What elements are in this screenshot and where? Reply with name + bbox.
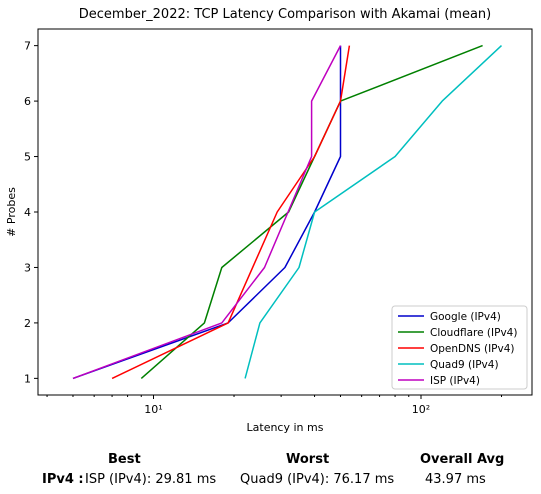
x-axis: 10¹ 10² — [46, 395, 503, 416]
series-line-4 — [244, 45, 503, 379]
y-tick-label: 4 — [24, 206, 31, 219]
y-axis-label: # Probes — [5, 187, 18, 237]
series-line-3 — [111, 45, 351, 380]
series-line-5 — [72, 45, 342, 380]
y-axis: 1 2 3 4 5 6 7 — [24, 40, 38, 385]
chart-title: December_2022: TCP Latency Comparison wi… — [79, 7, 491, 22]
worst-header: Worst — [286, 452, 330, 467]
x-tick-label: 10¹ — [144, 403, 162, 416]
overall-avg-header: Overall Avg — [420, 452, 505, 467]
series-lines — [72, 44, 503, 380]
x-axis-label: Latency in ms — [247, 421, 324, 434]
y-tick-label: 1 — [24, 372, 31, 385]
legend: Google (IPv4) Cloudflare (IPv4) OpenDNS (I… — [391, 305, 528, 390]
legend-box — [391, 305, 528, 390]
best-value: ISP (IPv4): 29.81 ms — [85, 472, 217, 487]
series-line-1 — [72, 45, 342, 380]
y-tick-label: 2 — [24, 317, 31, 330]
overall-avg-value: 43.97 ms — [425, 472, 486, 487]
worst-value: Quad9 (IPv4): 76.17 ms — [240, 472, 395, 487]
y-tick-label: 7 — [24, 40, 31, 53]
legend-label-3: OpenDNS (IPv4) — [430, 343, 515, 355]
legend-label-5: ISP (IPv4) — [430, 375, 480, 387]
y-tick-label: 5 — [24, 151, 31, 164]
y-tick-label: 3 — [24, 261, 31, 274]
x-tick-label: 10² — [412, 403, 430, 416]
y-tick-label: 6 — [24, 95, 31, 108]
legend-label-4: Quad9 (IPv4) — [430, 359, 499, 371]
ipv4-row-label: IPv4 : — [42, 472, 84, 487]
series-line-2 — [140, 44, 483, 379]
best-header: Best — [108, 452, 141, 467]
legend-label-2: Cloudflare (IPv4) — [430, 327, 517, 339]
latency-chart: December_2022: TCP Latency Comparison wi… — [5, 7, 533, 434]
legend-label-1: Google (IPv4) — [430, 311, 501, 323]
